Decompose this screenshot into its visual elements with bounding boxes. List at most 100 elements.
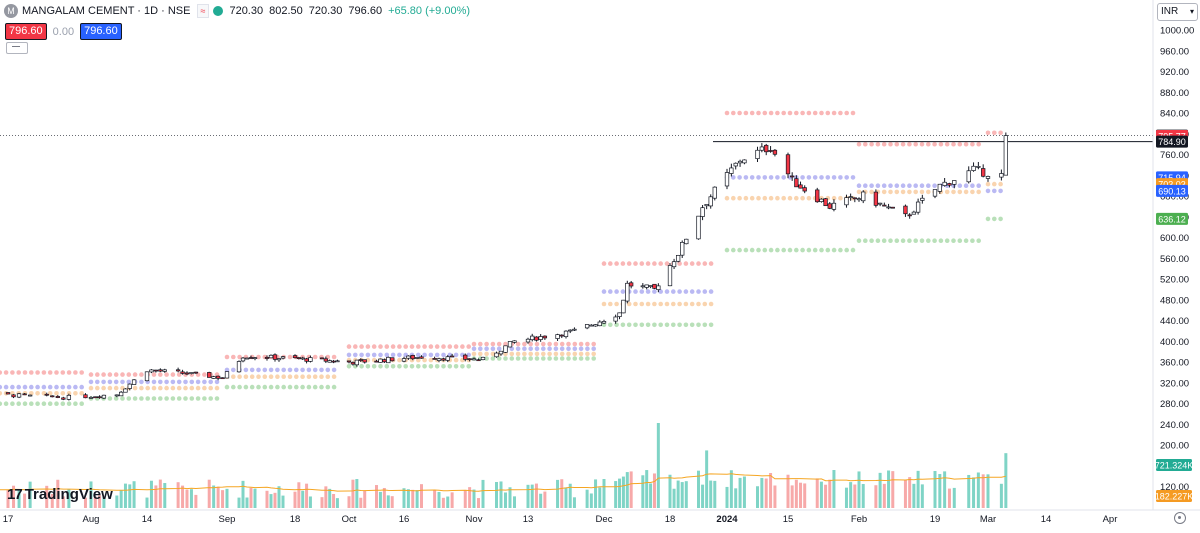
price-tick-label: 840.00	[1160, 109, 1189, 120]
pivot-resistance-dot	[970, 141, 975, 147]
volume-bar	[495, 481, 498, 508]
pivot-level-dot	[559, 346, 565, 352]
pivot-level-dot	[224, 367, 230, 373]
flag-badge[interactable]: ≈	[196, 4, 210, 18]
price-axis[interactable]: 1000.00960.00920.00880.00840.00800.00760…	[1152, 0, 1200, 510]
pivot-resistance-dot	[0, 370, 3, 375]
candle-body	[827, 203, 832, 209]
pivot-resistance-dot	[422, 344, 427, 349]
pivot-support-dot	[998, 181, 1003, 187]
pivot-support-dot	[869, 189, 874, 195]
pivot-level-dot	[120, 379, 125, 385]
pivot-support2-dot	[658, 322, 663, 328]
pivot-support2-dot	[145, 396, 150, 401]
pivot-level-dot	[41, 384, 47, 390]
pivot-level-dot	[963, 183, 969, 188]
pivot-support2-dot	[22, 401, 28, 407]
pivot-support-dot	[397, 357, 402, 363]
pivot-support2-dot	[677, 322, 682, 328]
currency-dropdown[interactable]: INR ▾	[1157, 3, 1198, 21]
volume-bar	[158, 479, 162, 508]
pivot-support-dot	[926, 189, 931, 195]
pivot-support-dot	[306, 374, 312, 380]
pivot-support-dot	[731, 195, 736, 201]
pivot-level-dot	[139, 379, 144, 385]
volume-bar	[149, 480, 153, 508]
pivot-support2-dot	[749, 247, 755, 253]
pivot-resistance-dot	[176, 372, 182, 377]
tradingview-logo[interactable]: 17 TradingView	[7, 486, 113, 503]
symbol-title[interactable]: MANGALAM CEMENT · 1D · NSE	[22, 5, 191, 17]
candle-body	[240, 357, 246, 362]
pivot-level-dot	[541, 346, 546, 352]
pivot-support-dot	[281, 374, 287, 380]
volume-bar	[378, 491, 382, 508]
pivot-level-dot	[249, 367, 255, 373]
pivot-level-dot	[319, 367, 324, 373]
gear-icon[interactable]	[1174, 512, 1186, 524]
pivot-support-dot	[145, 385, 150, 391]
pivot-support2-dot	[985, 216, 991, 222]
pivot-support-dot	[262, 374, 268, 380]
pivot-resistance-dot	[528, 341, 533, 347]
time-tick-label: 2024	[716, 514, 738, 525]
pivot-support-dot	[806, 195, 812, 201]
pivot-support2-dot	[3, 401, 9, 407]
volume-bar	[853, 484, 857, 508]
volume-bar	[277, 486, 281, 508]
pivot-support2-dot	[224, 384, 230, 390]
pivot-support-dot	[800, 195, 805, 201]
pivot-resistance-dot	[384, 344, 390, 349]
candle-body	[947, 183, 952, 186]
candle-body	[158, 369, 163, 372]
candle-body	[248, 357, 254, 359]
pivot-support-dot	[768, 195, 774, 201]
pivot-resistance-dot	[768, 110, 774, 116]
pivot-level-dot	[346, 352, 352, 358]
pivot-level-dot	[371, 352, 377, 358]
volume-bar	[621, 476, 625, 508]
open-value: 720.30	[229, 5, 264, 17]
pivot-level-dot	[731, 175, 736, 180]
collapse-legend-button[interactable]	[6, 42, 28, 54]
pivot-support-dot	[572, 351, 578, 357]
volume-bar	[967, 474, 971, 508]
pivot-level-dot	[151, 379, 157, 385]
volume-bar	[598, 487, 602, 508]
volume-bar	[680, 482, 684, 508]
pivot-level-dot	[875, 183, 881, 188]
volume-bar	[332, 493, 336, 508]
candle-body	[640, 285, 645, 288]
pivot-level-dot	[16, 384, 22, 390]
pivot-support-dot	[422, 357, 427, 363]
pivot-level-dot	[572, 346, 578, 352]
candle-body	[503, 345, 508, 353]
pivot-resistance-dot	[850, 110, 856, 116]
volume-bar	[709, 480, 713, 508]
sell-price-button[interactable]: 796.60	[5, 23, 47, 40]
pivot-resistance-dot	[287, 354, 293, 360]
buy-price-button[interactable]: 796.60	[80, 23, 122, 40]
pivot-level-dot	[422, 352, 427, 358]
time-axis[interactable]: 17 Aug 14 Sep 18 Oct 16 Nov 13 Dec 18 2024 15 Feb 19 Ma…	[0, 509, 1200, 525]
volume-bar	[359, 497, 363, 508]
volume-badge-label: 182.227K	[1155, 492, 1194, 502]
volume-bar	[132, 481, 136, 508]
pivot-support2-dot	[139, 396, 144, 401]
volume-bar	[89, 481, 93, 508]
pivot-level-dot	[397, 352, 402, 358]
candle-body	[432, 358, 437, 360]
volume-bar	[293, 491, 297, 508]
candle-body	[66, 394, 72, 400]
pivot-level-dot	[384, 352, 390, 358]
pivot-support-dot	[913, 189, 918, 195]
pivot-resistance-dot	[416, 344, 421, 349]
pivot-level-dot	[762, 175, 768, 180]
pivot-support2-dot	[164, 396, 169, 401]
candle-body	[193, 371, 199, 374]
pivot-support2-dot	[869, 238, 874, 243]
pivot-support-dot	[559, 351, 565, 357]
pivot-support2-dot	[781, 247, 786, 253]
